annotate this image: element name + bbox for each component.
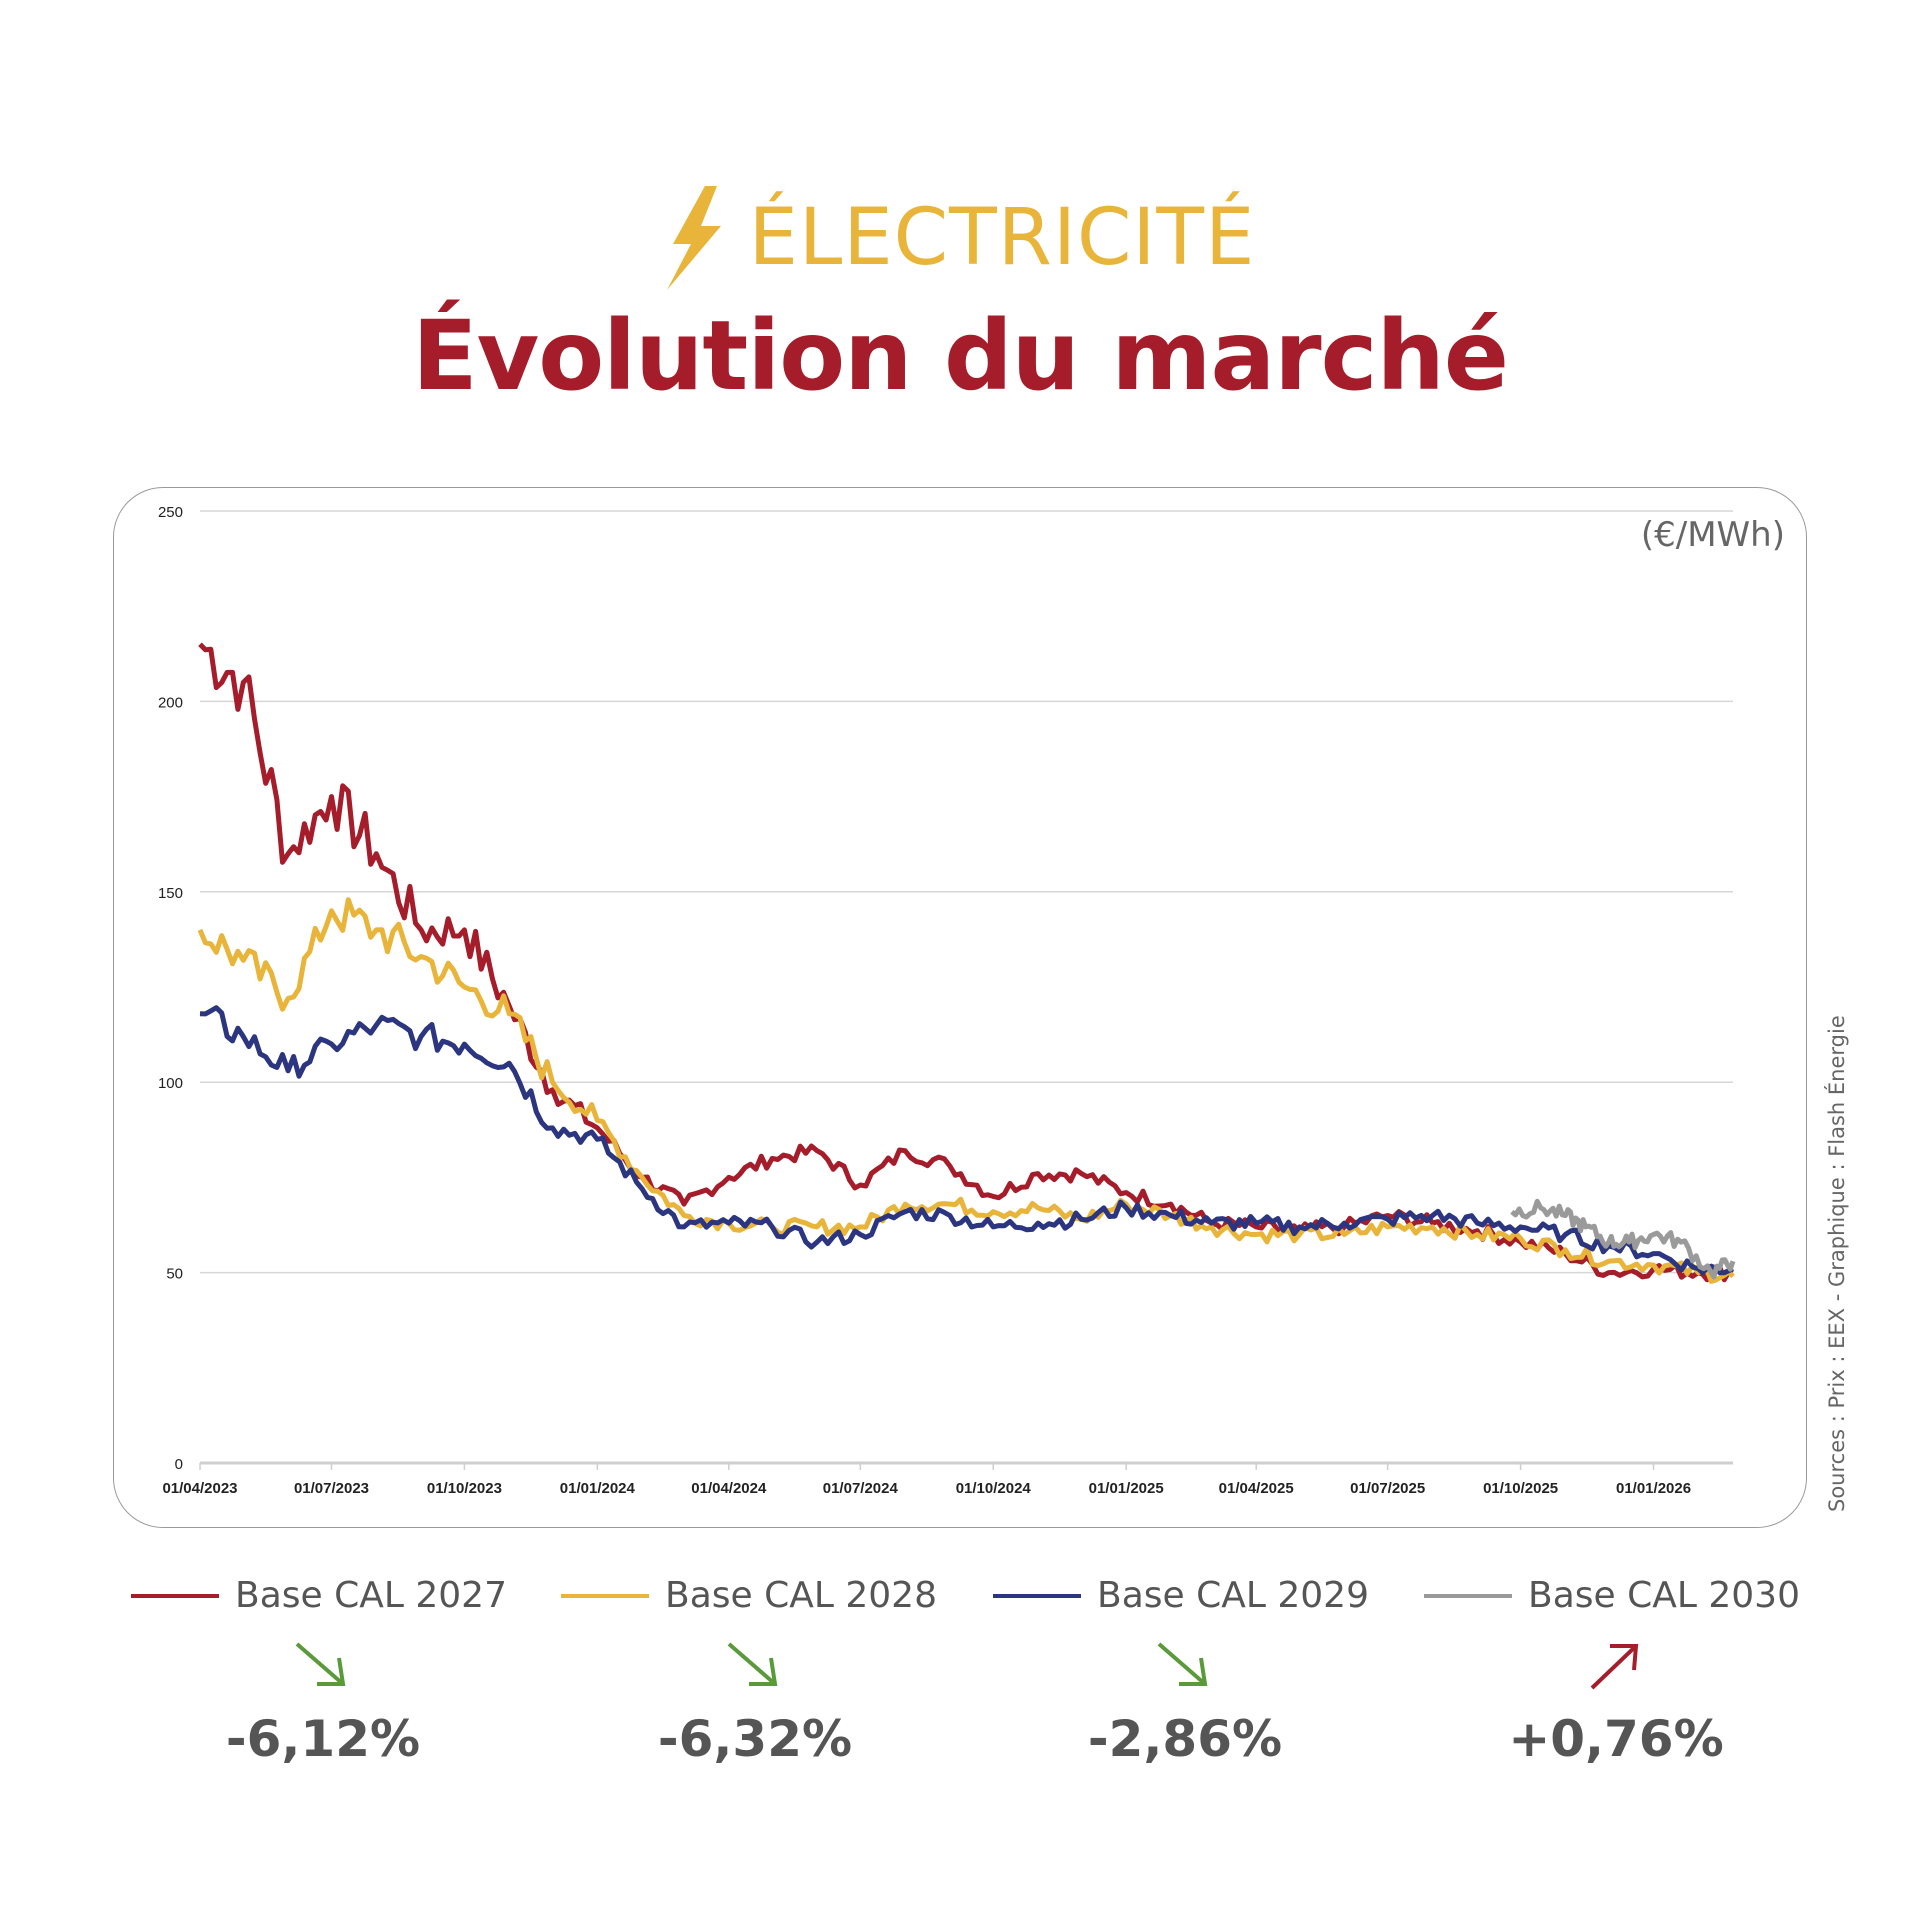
legend-item-2029: Base CAL 2029 bbox=[993, 1575, 1369, 1616]
x-tick-label: 01/07/2025 bbox=[1350, 1480, 1425, 1497]
change-value: -6,32% bbox=[657, 1710, 853, 1768]
y-tick-label: 50 bbox=[166, 1266, 183, 1283]
y-tick-label: 200 bbox=[158, 694, 183, 711]
y-tick-label: 150 bbox=[158, 885, 183, 902]
lightning-bolt-icon bbox=[666, 186, 721, 290]
x-tick-label: 01/07/2024 bbox=[823, 1480, 899, 1497]
x-tick-label: 01/01/2024 bbox=[560, 1480, 636, 1497]
legend-swatch bbox=[1424, 1593, 1512, 1598]
legend-item-2027: Base CAL 2027 bbox=[131, 1575, 507, 1616]
y-tick-label: 0 bbox=[175, 1456, 183, 1473]
x-tick-label: 01/10/2023 bbox=[427, 1480, 502, 1497]
legend-item-2030: Base CAL 2030 bbox=[1424, 1575, 1800, 1616]
change-value: -2,86% bbox=[1087, 1710, 1283, 1768]
x-tick-label: 01/04/2023 bbox=[162, 1480, 237, 1497]
x-tick-label: 01/07/2023 bbox=[294, 1480, 369, 1497]
series-line-base-cal-2030 bbox=[1510, 1198, 1736, 1280]
category-header: ÉLECTRICITÉ bbox=[0, 186, 1920, 290]
change-value: +0,76% bbox=[1508, 1710, 1724, 1768]
y-tick-label: 100 bbox=[158, 1075, 183, 1092]
change-2030: +0,76% bbox=[1466, 1640, 1766, 1768]
unit-label: (€/MWh) bbox=[1640, 515, 1785, 555]
legend-swatch bbox=[131, 1593, 219, 1598]
arrow-down-right-icon bbox=[295, 1642, 346, 1686]
page-title: Évolution du marché bbox=[412, 300, 1509, 412]
x-tick-label: 01/10/2024 bbox=[956, 1480, 1032, 1497]
series-line-base-cal-2029 bbox=[199, 1005, 1735, 1276]
legend-swatch bbox=[561, 1593, 649, 1598]
legend-label: Base CAL 2028 bbox=[665, 1575, 937, 1616]
series-line-base-cal-2028 bbox=[197, 897, 1735, 1284]
x-tick-label: 01/10/2025 bbox=[1483, 1480, 1558, 1497]
legend-swatch bbox=[993, 1593, 1081, 1598]
x-tick-label: 01/01/2025 bbox=[1089, 1480, 1164, 1497]
legend-label: Base CAL 2030 bbox=[1528, 1575, 1800, 1616]
change-2029: -2,86% bbox=[1035, 1640, 1335, 1768]
chart-frame bbox=[113, 487, 1807, 1528]
legend-label: Base CAL 2029 bbox=[1097, 1575, 1369, 1616]
y-tick-label: 250 bbox=[158, 504, 183, 521]
arrow-down-right-icon bbox=[1157, 1642, 1208, 1686]
arrow-down-right-icon bbox=[727, 1642, 778, 1686]
legend-item-2028: Base CAL 2028 bbox=[561, 1575, 937, 1616]
arrow-up-right-icon bbox=[1590, 1644, 1639, 1690]
category-label: ÉLECTRICITÉ bbox=[748, 193, 1256, 283]
legend-label: Base CAL 2027 bbox=[235, 1575, 507, 1616]
x-tick-label: 01/04/2025 bbox=[1219, 1480, 1294, 1497]
x-tick-label: 01/01/2026 bbox=[1616, 1480, 1691, 1497]
change-2028: -6,32% bbox=[605, 1640, 905, 1768]
change-value: -6,12% bbox=[225, 1710, 421, 1768]
change-2027: -6,12% bbox=[173, 1640, 473, 1768]
x-tick-label: 01/04/2024 bbox=[691, 1480, 767, 1497]
